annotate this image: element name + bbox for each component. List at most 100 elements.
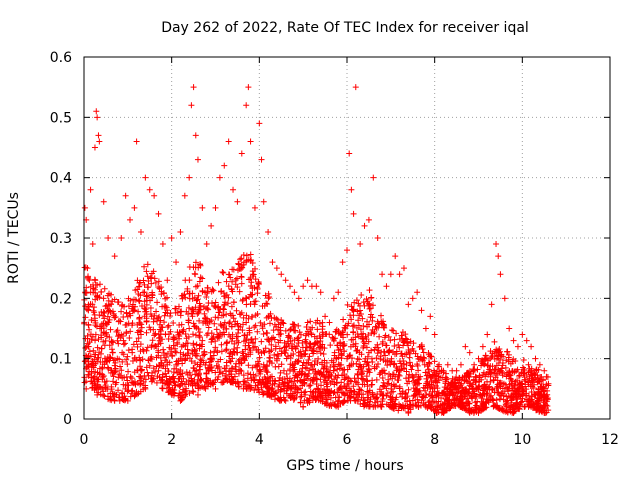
- data-point: [411, 377, 418, 384]
- data-point: [89, 241, 96, 248]
- data-point: [545, 407, 552, 414]
- data-point: [98, 288, 105, 295]
- data-point: [520, 357, 527, 364]
- data-point: [269, 381, 276, 388]
- data-point: [354, 308, 361, 315]
- data-point: [259, 388, 266, 395]
- data-point: [525, 369, 532, 376]
- data-point: [514, 385, 521, 392]
- data-point: [287, 283, 294, 290]
- data-point: [184, 371, 191, 378]
- data-point: [359, 381, 366, 388]
- data-point: [155, 335, 162, 342]
- data-point: [313, 338, 320, 345]
- data-point: [231, 340, 238, 347]
- data-point: [296, 329, 303, 336]
- data-point: [161, 319, 168, 326]
- data-point: [385, 376, 392, 383]
- data-point: [262, 383, 269, 390]
- data-point: [404, 339, 411, 346]
- data-point: [439, 374, 446, 381]
- data-point: [84, 354, 91, 361]
- data-point: [291, 289, 298, 296]
- data-point: [106, 307, 113, 314]
- data-point: [91, 378, 98, 385]
- data-point: [343, 374, 350, 381]
- data-point: [211, 302, 218, 309]
- data-point: [531, 370, 538, 377]
- data-point: [100, 312, 107, 319]
- data-point: [319, 329, 326, 336]
- data-point: [246, 327, 253, 334]
- data-point: [144, 284, 151, 291]
- data-point: [233, 337, 240, 344]
- data-point: [415, 355, 422, 362]
- data-point: [241, 378, 248, 385]
- data-point: [108, 338, 115, 345]
- data-point: [543, 373, 550, 380]
- data-point: [82, 314, 89, 321]
- data-point: [368, 330, 375, 337]
- data-point: [420, 354, 427, 361]
- data-point: [497, 356, 504, 363]
- data-point: [96, 138, 103, 145]
- data-point: [251, 324, 258, 331]
- data-point: [504, 397, 511, 404]
- data-point: [512, 357, 519, 364]
- data-point: [237, 367, 244, 374]
- data-point: [532, 372, 539, 379]
- data-point: [166, 344, 173, 351]
- data-point: [146, 324, 153, 331]
- data-point: [486, 386, 493, 393]
- data-point: [108, 367, 115, 374]
- data-point: [109, 390, 116, 397]
- data-point: [141, 281, 148, 288]
- data-point: [213, 326, 220, 333]
- data-point: [98, 345, 105, 352]
- data-point: [291, 343, 298, 350]
- data-point: [229, 288, 236, 295]
- data-point: [94, 344, 101, 351]
- data-point: [240, 251, 247, 258]
- chart-title: Day 262 of 2022, Rate Of TEC Index for r…: [161, 20, 529, 36]
- data-point: [180, 328, 187, 335]
- data-point: [223, 325, 230, 332]
- data-point: [377, 356, 384, 363]
- data-point: [125, 368, 132, 375]
- data-point: [148, 313, 155, 320]
- data-point: [425, 399, 432, 406]
- data-point: [315, 368, 322, 375]
- data-point: [192, 259, 199, 266]
- data-point: [235, 260, 242, 267]
- data-point: [477, 402, 484, 409]
- data-point: [543, 398, 550, 405]
- data-point: [462, 343, 469, 350]
- data-point: [481, 405, 488, 412]
- data-point: [162, 365, 169, 372]
- data-point: [297, 385, 304, 392]
- data-point: [301, 371, 308, 378]
- data-point: [379, 396, 386, 403]
- data-point: [287, 338, 294, 345]
- data-point: [315, 355, 322, 362]
- data-point: [205, 324, 212, 331]
- x-tick-label: 12: [601, 432, 619, 448]
- data-point: [344, 389, 351, 396]
- data-point: [494, 372, 501, 379]
- data-point: [115, 387, 122, 394]
- data-point: [277, 369, 284, 376]
- data-point: [92, 322, 99, 329]
- data-point: [102, 386, 109, 393]
- data-point: [495, 353, 502, 360]
- data-point: [344, 301, 351, 308]
- data-point: [189, 331, 196, 338]
- data-point: [448, 400, 455, 407]
- data-point: [212, 314, 219, 321]
- data-point: [135, 335, 142, 342]
- data-point: [358, 369, 365, 376]
- data-point: [489, 386, 496, 393]
- data-point: [354, 371, 361, 378]
- data-point: [137, 373, 144, 380]
- data-point: [155, 210, 162, 217]
- data-point: [376, 321, 383, 328]
